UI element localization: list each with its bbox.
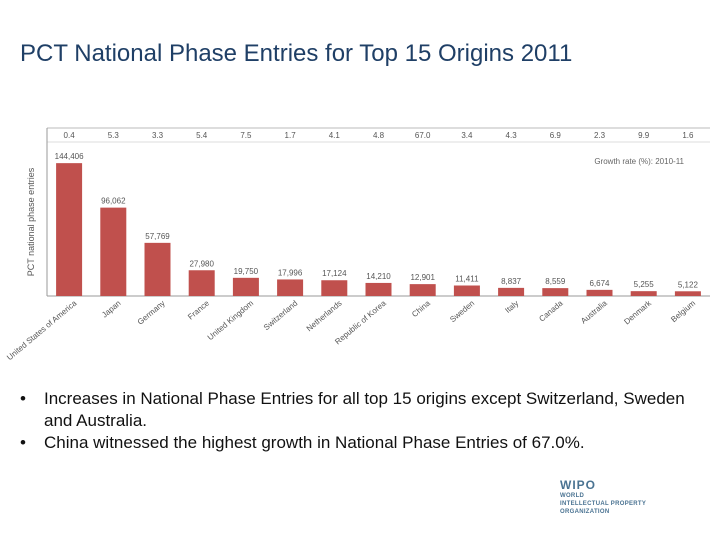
bar	[321, 280, 348, 296]
bar	[586, 289, 613, 296]
growth-rate-label: Growth rate (%): 2010-11	[594, 157, 684, 166]
growth-rate-value: 4.8	[373, 131, 385, 140]
growth-rate-value: 5.3	[108, 131, 120, 140]
growth-rate-value: 7.5	[240, 131, 252, 140]
growth-rate-value: 3.4	[461, 131, 473, 140]
bar	[630, 291, 657, 296]
y-axis-label: PCT national phase entries	[26, 167, 36, 276]
growth-rate-value: 67.0	[415, 131, 431, 140]
category-label: United Kingdom	[206, 298, 256, 342]
category-label: Denmark	[622, 298, 653, 326]
bar	[232, 277, 259, 296]
category-label: Netherlands	[305, 299, 344, 334]
growth-rate-value: 6.9	[550, 131, 562, 140]
bar-value-label: 11,411	[455, 275, 479, 284]
category-labels: United States of America Japan Germany Fran…	[5, 298, 697, 362]
bar-value-label: 144,406	[55, 152, 84, 161]
bars	[56, 163, 701, 296]
bar	[100, 207, 127, 296]
category-label: Switzerland	[262, 299, 299, 332]
bar-value-label: 5,255	[634, 280, 655, 289]
bar-value-label: 5,122	[678, 280, 699, 289]
wipo-logo: WIPO WORLD INTELLECTUAL PROPERTY ORGANIZ…	[560, 478, 710, 518]
logo-name: WIPO	[560, 478, 596, 492]
bar	[542, 288, 569, 296]
bar	[365, 282, 392, 296]
bullet-item: China witnessed the highest growth in Na…	[18, 432, 708, 454]
bar	[188, 270, 215, 296]
logo-line: WORLD	[560, 493, 585, 499]
category-label: Canada	[537, 298, 565, 323]
bar-value-label: 6,674	[589, 279, 610, 288]
bar-chart: PCT national phase entries Growth rate (…	[5, 127, 710, 362]
growth-rate-value: 0.4	[64, 131, 76, 140]
growth-rate-row: 0.4 5.3 3.3 5.4 7.5 1.7 4.1 4.8 67.0 3.4 4.3 6.9 2.3…	[64, 131, 694, 140]
logo-subtitle: WORLD INTELLECTUAL PROPERTY ORGANIZATION	[560, 492, 710, 516]
growth-rate-value: 3.3	[152, 131, 164, 140]
bar	[498, 287, 525, 296]
logo-line: ORGANIZATION	[560, 509, 610, 515]
category-label: France	[186, 298, 211, 321]
value-labels: 144,406 96,062 57,769 27,980 19,750 17,996 17,…	[55, 152, 699, 289]
category-label: Italy	[503, 299, 520, 315]
logo-line: INTELLECTUAL PROPERTY	[560, 501, 647, 507]
growth-rate-value: 9.9	[638, 131, 650, 140]
bar-value-label: 8,559	[545, 277, 566, 286]
bar	[453, 285, 480, 296]
category-label: Sweden	[448, 299, 476, 324]
bullet-list: Increases in National Phase Entries for …	[18, 388, 708, 454]
bar-value-label: 27,980	[189, 259, 214, 268]
growth-rate-value: 4.1	[329, 131, 341, 140]
bar-value-label: 17,996	[278, 268, 303, 277]
bar	[409, 284, 436, 296]
bar-value-label: 17,124	[322, 269, 347, 278]
category-label: Australia	[579, 298, 609, 325]
category-label: United States of America	[5, 298, 79, 362]
growth-rate-value: 1.6	[682, 131, 694, 140]
growth-rate-value: 5.4	[196, 131, 208, 140]
bar-value-label: 57,769	[145, 232, 170, 241]
bar	[56, 163, 83, 296]
category-label: Germany	[136, 299, 167, 327]
bar-value-label: 8,837	[501, 277, 522, 286]
growth-rate-value: 4.3	[506, 131, 518, 140]
growth-rate-value: 2.3	[594, 131, 606, 140]
bullet-item: Increases in National Phase Entries for …	[18, 388, 708, 432]
slide-title: PCT National Phase Entries for Top 15 Or…	[20, 40, 573, 67]
bar-value-label: 14,210	[366, 272, 391, 281]
bar	[144, 242, 171, 296]
category-label: Japan	[100, 299, 122, 320]
bar-value-label: 96,062	[101, 197, 126, 206]
growth-rate-value: 1.7	[285, 131, 297, 140]
bar-value-label: 19,750	[234, 267, 259, 276]
category-label: Belgium	[669, 298, 697, 324]
bar-value-label: 12,901	[410, 273, 435, 282]
bar	[277, 279, 304, 296]
bar	[674, 291, 701, 296]
category-label: China	[410, 298, 432, 319]
